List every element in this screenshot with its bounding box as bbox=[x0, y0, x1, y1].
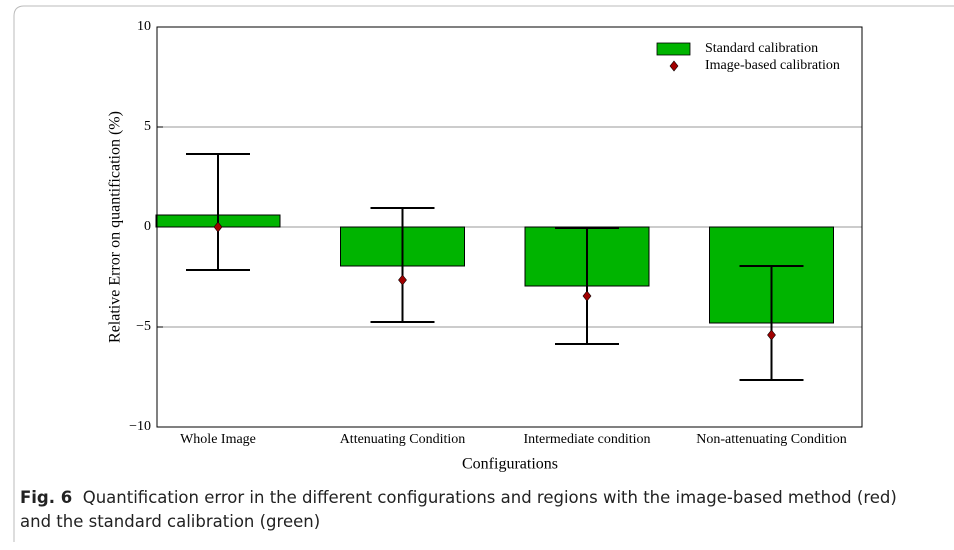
frame bbox=[13, 5, 954, 542]
y-tick-label: −5 bbox=[136, 319, 151, 334]
error-bar bbox=[370, 207, 435, 323]
y-axis-title: Relative Error on quantification (%) bbox=[107, 111, 124, 343]
caption: Fig. 6 Quantification error in the diffe… bbox=[20, 486, 940, 534]
legend-swatch bbox=[656, 42, 691, 56]
x-axis-title: Configurations bbox=[462, 456, 558, 473]
marker bbox=[582, 290, 592, 302]
y-tick-label: 10 bbox=[137, 19, 151, 34]
x-tick-label: Attenuating Condition bbox=[340, 432, 466, 447]
x-tick-label: Intermediate condition bbox=[523, 432, 650, 447]
legend-label: Standard calibration bbox=[705, 41, 818, 56]
x-tick-label: Whole Image bbox=[180, 432, 256, 447]
legend-marker bbox=[669, 60, 679, 72]
legend-label: Image-based calibration bbox=[705, 58, 840, 73]
marker bbox=[398, 274, 407, 286]
y-tick-label: −10 bbox=[129, 419, 151, 434]
error-bar bbox=[186, 153, 250, 271]
marker bbox=[213, 221, 223, 233]
caption-text: Quantification error in the different co… bbox=[82, 488, 897, 507]
x-tick-label: Non-attenuating Condition bbox=[696, 432, 846, 447]
plot-border bbox=[156, 26, 863, 428]
caption-label: Fig. 6 bbox=[20, 488, 73, 507]
y-tick-label: 5 bbox=[144, 119, 151, 134]
error-bar bbox=[739, 265, 804, 381]
caption-text: and the standard calibration (green) bbox=[20, 512, 321, 531]
error-bar bbox=[555, 227, 619, 345]
marker bbox=[767, 329, 776, 341]
y-tick-label: 0 bbox=[144, 219, 151, 234]
